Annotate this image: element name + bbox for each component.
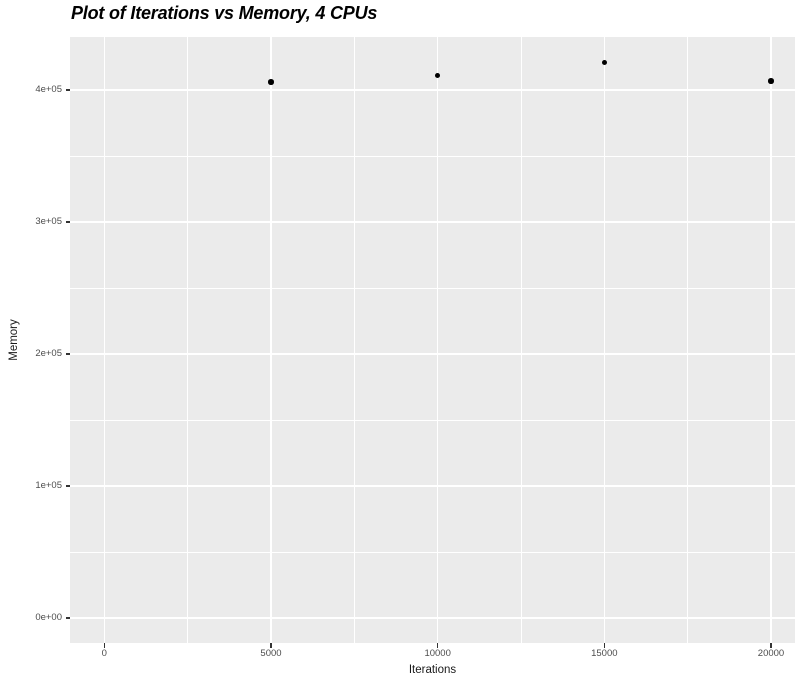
gridline-major-vertical (603, 37, 606, 643)
x-tick-label: 10000 (424, 648, 451, 659)
y-tick-mark (65, 617, 70, 619)
gridline-major-vertical (103, 37, 106, 643)
x-tick-mark (770, 643, 772, 648)
y-tick-mark (65, 353, 70, 355)
x-tick-mark (603, 643, 605, 648)
y-tick-mark (65, 221, 70, 223)
y-tick-label: 2e+05 (35, 348, 62, 360)
gridline-major-horizontal (70, 353, 795, 355)
gridline-major-horizontal (70, 221, 795, 223)
gridline-major-horizontal (70, 617, 795, 619)
y-tick-mark (65, 89, 70, 91)
gridline-minor-vertical (187, 37, 189, 643)
data-point (601, 59, 608, 66)
data-point (268, 79, 274, 85)
x-tick-label: 20000 (757, 648, 785, 659)
x-tick-mark (437, 643, 439, 648)
plot-title: Plot of Iterations vs Memory, 4 CPUs (71, 3, 378, 23)
data-point (434, 72, 441, 79)
y-axis-title: Memory (8, 319, 20, 361)
x-tick-label: 5000 (260, 648, 282, 659)
y-tick-label: 3e+05 (35, 216, 62, 228)
gridline-major-vertical (270, 37, 272, 643)
y-tick-label: 1e+05 (35, 480, 62, 492)
x-tick-label: 15000 (591, 648, 618, 659)
y-tick-label: 0e+00 (35, 612, 62, 624)
gridline-major-vertical (436, 37, 439, 643)
gridline-major-horizontal (70, 89, 795, 91)
x-axis-title: Iterations (408, 664, 457, 676)
gridline-major-horizontal (70, 485, 795, 487)
gridline-minor-vertical (520, 37, 522, 643)
y-tick-label: 4e+05 (35, 84, 62, 96)
gridline-minor-vertical (353, 37, 355, 643)
gridline-minor-horizontal (70, 551, 795, 553)
gridline-minor-horizontal (70, 155, 795, 157)
gridline-minor-horizontal (70, 287, 795, 289)
y-tick-mark (65, 485, 70, 487)
plot-panel (70, 37, 795, 643)
x-tick-mark (270, 643, 272, 648)
gridline-major-vertical (770, 37, 772, 643)
x-tick-label: 0 (101, 648, 107, 659)
data-point (768, 78, 774, 84)
gridline-minor-vertical (687, 37, 689, 643)
x-tick-mark (103, 643, 105, 648)
gridline-minor-horizontal (70, 419, 795, 421)
